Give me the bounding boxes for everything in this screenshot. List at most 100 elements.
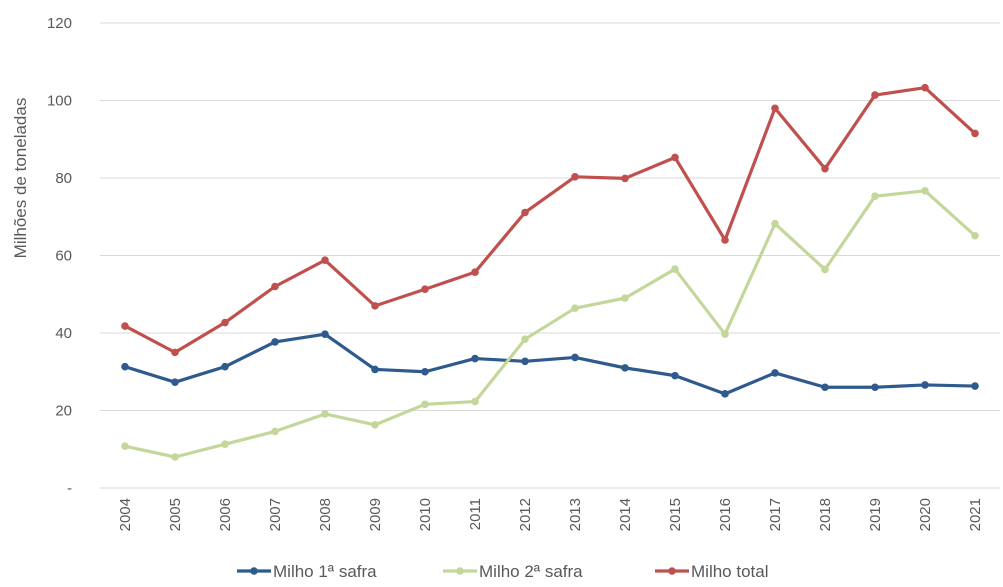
legend-marker (668, 567, 676, 575)
data-point (321, 330, 329, 338)
data-point (921, 186, 929, 195)
data-point (771, 219, 779, 228)
y-axis-ticks: - 20 40 60 80 100 120 (47, 15, 72, 497)
data-point (771, 104, 779, 113)
data-point (921, 381, 929, 389)
data-point (721, 390, 729, 398)
data-point (471, 354, 479, 363)
data-point (871, 383, 879, 392)
data-point (971, 231, 979, 240)
data-point (521, 357, 529, 366)
x-tick-label: 2016 (717, 498, 734, 531)
data-point (621, 174, 629, 183)
x-tick-label: 2008 (317, 498, 334, 531)
data-point (271, 338, 279, 346)
series-group (121, 186, 979, 461)
data-point (121, 322, 129, 330)
series-group (121, 330, 979, 398)
y-tick-label: 100 (47, 93, 72, 110)
series-line (123, 332, 977, 396)
data-point (971, 382, 979, 390)
y-tick-label: - (67, 480, 72, 497)
x-tick-label: 2005 (167, 498, 184, 531)
data-point (671, 153, 679, 162)
y-tick-label: 80 (55, 170, 72, 187)
data-point (221, 362, 229, 371)
legend-marker (250, 567, 258, 575)
data-point (521, 208, 529, 217)
data-point (471, 397, 479, 406)
legend-label: Milho 2ª safra (479, 562, 583, 581)
data-point (321, 410, 329, 418)
x-tick-label: 2014 (617, 498, 634, 531)
data-point (471, 268, 479, 276)
legend-label: Milho total (691, 562, 768, 581)
data-point (171, 348, 179, 357)
data-point (971, 129, 979, 138)
series-group (121, 83, 979, 357)
data-point (821, 164, 829, 173)
legend: Milho 1ª safra Milho 2ª safra Milho total (237, 562, 768, 581)
y-axis-label: Milhões de toneladas (11, 98, 30, 259)
y-tick-label: 60 (55, 248, 72, 265)
series-line (123, 189, 977, 459)
x-axis-ticks: 2004 2005 2006 2007 2008 2009 2010 2011 2012 2013… (117, 498, 984, 531)
y-tick-label: 120 (47, 15, 72, 32)
data-point (421, 285, 429, 294)
data-point (721, 330, 729, 338)
data-point (521, 335, 529, 344)
data-point (721, 236, 729, 244)
y-tick-label: 40 (55, 325, 72, 342)
x-tick-label: 2009 (367, 498, 384, 531)
legend-label: Milho 1ª safra (273, 562, 377, 581)
data-point (921, 83, 929, 92)
data-point (371, 302, 379, 310)
data-point (821, 383, 829, 392)
x-tick-label: 2011 (467, 498, 484, 530)
data-point (271, 282, 279, 291)
data-point (271, 427, 279, 436)
data-point (671, 265, 679, 273)
series-line (123, 86, 977, 354)
x-tick-label: 2004 (117, 498, 134, 531)
data-point (171, 378, 179, 387)
series (121, 83, 979, 461)
x-tick-label: 2017 (767, 498, 784, 531)
data-point (371, 365, 379, 374)
data-point (421, 367, 429, 376)
x-tick-label: 2021 (967, 498, 984, 531)
legend-item: Milho total (655, 562, 768, 581)
x-tick-label: 2013 (567, 498, 584, 531)
x-tick-label: 2020 (917, 498, 934, 531)
data-point (671, 371, 679, 380)
data-point (571, 353, 579, 362)
data-point (121, 442, 129, 450)
data-point (871, 91, 879, 99)
data-point (771, 369, 779, 377)
x-tick-label: 2007 (267, 498, 284, 531)
data-point (221, 318, 229, 327)
data-point (871, 192, 879, 201)
data-point (321, 256, 329, 264)
y-tick-label: 20 (55, 403, 72, 420)
x-tick-label: 2010 (417, 498, 434, 531)
x-tick-label: 2006 (217, 498, 234, 531)
x-tick-label: 2018 (817, 498, 834, 531)
legend-item: Milho 1ª safra (237, 562, 377, 581)
x-tick-label: 2015 (667, 498, 684, 531)
data-point (821, 265, 829, 274)
data-point (171, 453, 179, 461)
data-point (571, 304, 579, 313)
data-point (621, 294, 629, 302)
legend-marker (456, 567, 464, 575)
x-tick-label: 2019 (867, 498, 884, 531)
gridlines (100, 22, 1000, 489)
data-point (621, 364, 629, 372)
data-point (421, 400, 429, 409)
data-point (571, 173, 579, 181)
data-point (221, 440, 229, 449)
x-tick-label: 2012 (517, 498, 534, 531)
legend-item: Milho 2ª safra (443, 562, 583, 581)
